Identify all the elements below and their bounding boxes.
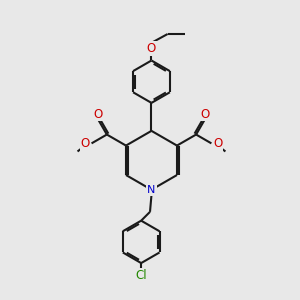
Text: O: O bbox=[80, 137, 90, 150]
Text: O: O bbox=[94, 107, 103, 121]
Text: O: O bbox=[200, 107, 209, 121]
Text: N: N bbox=[147, 185, 156, 195]
Text: O: O bbox=[213, 137, 223, 150]
Text: Cl: Cl bbox=[135, 269, 147, 282]
Text: O: O bbox=[147, 42, 156, 55]
